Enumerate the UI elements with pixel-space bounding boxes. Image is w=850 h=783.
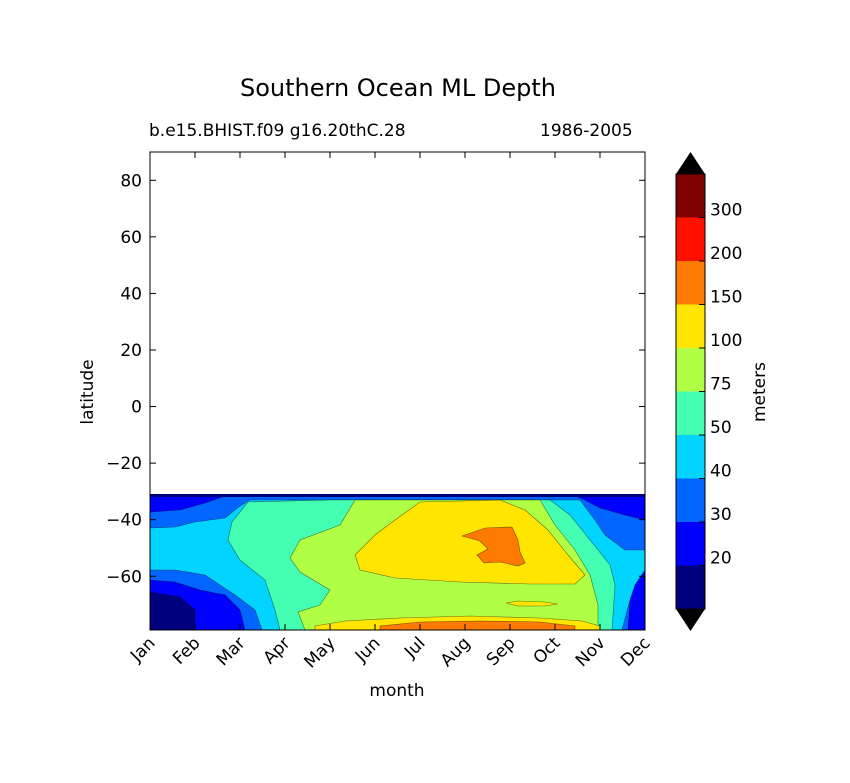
x-tick-label: Nov: [572, 633, 610, 671]
colorbar-tick-label: 150: [710, 288, 742, 308]
contour-fill-20-30-north: [150, 495, 645, 521]
colorbar-tick-label: 75: [710, 375, 732, 395]
contour-fill-10-20: [150, 591, 196, 630]
y-tick-label: −60: [106, 567, 142, 587]
colorbar-swatch: [676, 304, 705, 348]
colorbar-swatch: [676, 435, 705, 479]
colorbar-swatch: [676, 261, 705, 305]
contour-fill-100-150: [354, 499, 586, 585]
colorbar-over-arrow: [676, 152, 705, 174]
x-tick-label: Feb: [169, 633, 204, 668]
y-tick-label: 20: [120, 341, 142, 361]
colorbar-swatch: [676, 174, 705, 218]
colorbar-tick-label: 100: [710, 331, 742, 351]
x-tick-label: Mar: [213, 633, 250, 670]
x-tick-label: Jul: [400, 633, 429, 662]
colorbar-swatch: [676, 565, 705, 609]
contour-fill-150-200: [460, 526, 526, 567]
y-axis: 80 60 40 20 0 −20 −40 −60: [106, 171, 645, 587]
y-tick-label: 0: [131, 398, 142, 418]
colorbar-under-arrow: [676, 609, 705, 631]
y-tick-label: 40: [120, 284, 142, 304]
chart-title: Southern Ocean ML Depth: [239, 74, 556, 102]
y-tick-label: −20: [106, 454, 142, 474]
x-tick-label: Oct: [530, 633, 565, 668]
x-tick-label: Aug: [437, 633, 475, 671]
colorbar-swatch: [676, 478, 705, 522]
contour-fill-100-150-band: [505, 600, 559, 607]
colorbar-tick-label: 300: [710, 201, 742, 221]
colorbar-swatch: [676, 217, 705, 261]
y-tick-label: −40: [106, 511, 142, 531]
colorbar-tick-label: 50: [710, 418, 732, 438]
colorbar-swatch: [676, 348, 705, 392]
colorbar: 20 30 40 50 75 100 150 200 300: [675, 152, 742, 631]
colorbar-tick-label: 20: [710, 549, 732, 569]
x-tick-label: Jun: [351, 633, 385, 667]
colorbar-tick-label: 40: [710, 462, 732, 482]
y-tick-label: 80: [120, 171, 142, 191]
x-tick-label: Dec: [617, 633, 654, 670]
plot-frame: [149, 151, 646, 631]
x-tick-label: Jan: [126, 633, 159, 666]
colorbar-tick-label: 200: [710, 244, 742, 264]
y-tick-label: 60: [120, 228, 142, 248]
x-tick-label: Apr: [260, 633, 295, 668]
contour-fill-150-200-bottom: [379, 620, 576, 630]
chart-subtitle-years: 1986-2005: [540, 121, 633, 141]
data-edge-band: [150, 494, 645, 497]
colorbar-swatch: [676, 522, 705, 566]
plot-area: [149, 151, 646, 631]
chart-subtitle-case: b.e15.BHIST.f09 g16.20thC.28: [149, 121, 406, 141]
x-axis-label: month: [369, 681, 425, 701]
x-tick-label: Sep: [483, 633, 520, 670]
x-tick-label: May: [301, 633, 340, 672]
colorbar-tick-label: 30: [710, 505, 732, 525]
colorbar-swatch: [676, 391, 705, 435]
